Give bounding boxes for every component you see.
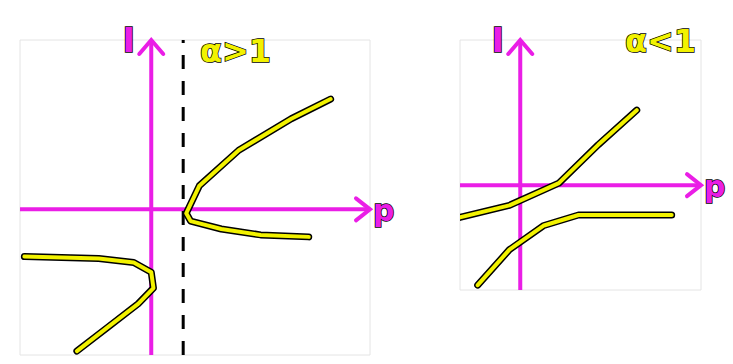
svg-text:I: I: [492, 20, 505, 60]
svg-text:α>1: α>1: [200, 32, 271, 70]
svg-text:I: I: [123, 20, 136, 60]
svg-text:p: p: [704, 169, 725, 204]
svg-text:α<1: α<1: [625, 22, 696, 60]
svg-text:p: p: [373, 193, 394, 228]
